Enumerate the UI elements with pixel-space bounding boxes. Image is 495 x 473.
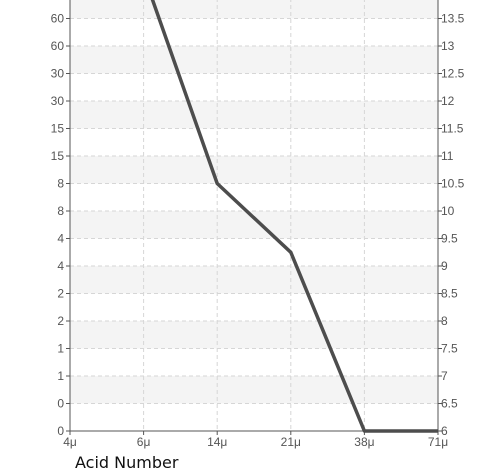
right-tick-label: 12.5	[441, 67, 465, 81]
left-tick-label: 60	[51, 39, 65, 53]
left-tick-label: 15	[51, 149, 65, 163]
left-tick-label: 0	[57, 424, 64, 438]
left-tick-label: 15	[51, 122, 65, 136]
left-tick-label: 1	[57, 369, 64, 383]
right-tick-label: 7.5	[441, 342, 458, 356]
x-tick-label: 38μ	[354, 435, 374, 449]
right-tick-label: 9	[441, 259, 448, 273]
left-tick-label: 4	[57, 232, 64, 246]
x-tick-label: 4μ	[63, 435, 77, 449]
left-tick-label: 30	[51, 67, 65, 81]
left-tick-label: 8	[57, 204, 64, 218]
left-tick-label: 8	[57, 177, 64, 191]
right-tick-label: 8.5	[441, 287, 458, 301]
series-group	[150, 0, 438, 433]
left-tick-label: 30	[51, 94, 65, 108]
left-tick-label: 1	[57, 342, 64, 356]
left-tick-label: 60	[51, 12, 65, 26]
x-tick-label: 21μ	[281, 435, 301, 449]
right-tick-label: 8	[441, 314, 448, 328]
x-tick-label: 6μ	[137, 435, 151, 449]
right-tick-label: 12	[441, 94, 455, 108]
grid-band	[70, 101, 438, 129]
right-tick-label: 13.5	[441, 12, 465, 26]
right-tick-label: 7	[441, 369, 448, 383]
right-tick-label: 13	[441, 39, 455, 53]
grid-band	[70, 321, 438, 349]
right-tick-label: 6	[441, 424, 448, 438]
right-tick-label: 10	[441, 204, 455, 218]
x-tick-label: 71μ	[428, 435, 448, 449]
right-axis-ticks: 6 6.5 7 7.5 8 8.5 9 9.5 10 10.5 11 11.5 12 12.5 13 13.5…	[438, 12, 465, 438]
grid-band	[70, 211, 438, 239]
right-tick-label: 11	[441, 149, 454, 163]
left-tick-label: 0	[57, 397, 64, 411]
x-axis-ticks: 4μ 6μ 14μ 21μ 38μ 71μ	[63, 431, 448, 449]
left-axis-ticks: 0011224488151530306060120	[51, 12, 70, 438]
left-tick-label: 4	[57, 259, 64, 273]
x-axis-label: Acid Number	[75, 453, 179, 472]
right-tick-label: 10.5	[441, 177, 465, 191]
grid-band	[70, 266, 438, 294]
right-tick-label: 9.5	[441, 232, 458, 246]
x-tick-label: 14μ	[207, 435, 227, 449]
grid-lines	[70, 0, 438, 432]
right-tick-label: 6.5	[441, 397, 458, 411]
grid-band	[70, 376, 438, 404]
grid-band	[70, 0, 438, 19]
series-line	[150, 0, 438, 433]
right-tick-label: 11.5	[441, 122, 464, 136]
background-bands	[70, 0, 438, 404]
left-tick-label: 2	[57, 287, 64, 301]
grid-band	[70, 156, 438, 184]
grid-band	[70, 46, 438, 74]
left-tick-label: 2	[57, 314, 64, 328]
